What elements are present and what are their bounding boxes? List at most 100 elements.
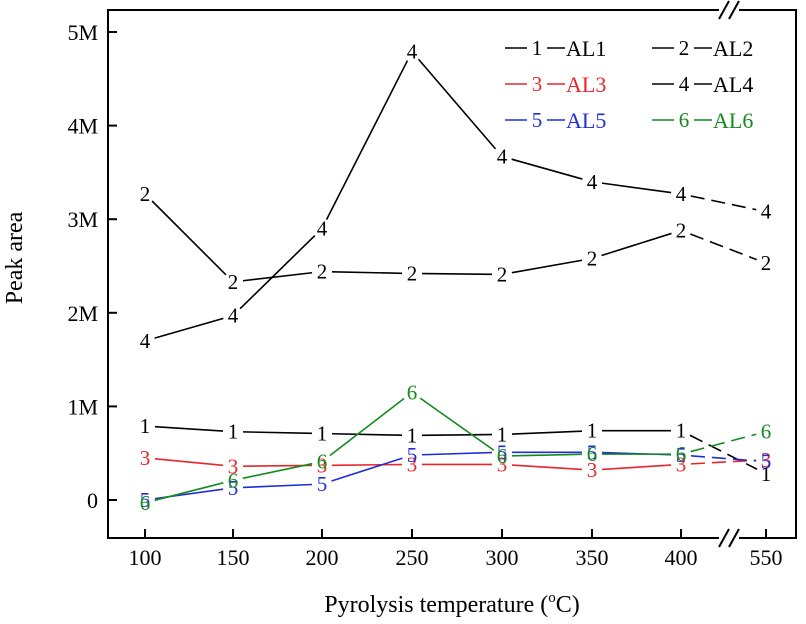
data-point-marker: 2	[497, 262, 508, 286]
axis-break-mark	[718, 0, 730, 20]
series-AL3: 3 3 3 3 3 3 3 3	[140, 446, 772, 482]
data-point-marker: 5	[228, 476, 239, 500]
legend-label: AL3	[566, 72, 606, 97]
data-point-marker: 6	[317, 450, 328, 474]
y-axis-title: Peak area	[2, 211, 28, 304]
data-point-marker: 6	[676, 442, 687, 466]
data-point-marker: 4	[587, 170, 598, 194]
data-point-marker: 2	[140, 182, 151, 206]
series-segment	[689, 434, 758, 470]
data-point-marker: 4	[497, 144, 508, 168]
data-point-marker: 1	[228, 420, 239, 444]
data-point-marker: 2	[317, 260, 328, 284]
series-segment	[421, 272, 493, 276]
series-segment	[151, 200, 227, 276]
series-segment	[242, 462, 313, 480]
data-point-marker: 6	[761, 420, 772, 444]
x-tick-label: 300	[486, 545, 519, 570]
series-segment	[601, 464, 672, 471]
series-segment	[511, 259, 583, 274]
series-segment	[242, 271, 313, 282]
axis-break-mark	[728, 0, 740, 20]
data-point-marker: 3	[761, 448, 772, 472]
series-segment	[601, 182, 672, 194]
legend-marker: 2	[679, 36, 690, 60]
series-segment	[154, 482, 224, 502]
axis-break-gap-top	[719, 6, 739, 14]
data-point-marker: 2	[676, 218, 687, 242]
x-axis-title-superscript: o	[548, 590, 556, 606]
series-segment	[690, 459, 757, 465]
data-point-marker: 5	[140, 488, 151, 512]
data-point-marker: 3	[228, 454, 239, 478]
y-tick-label: 5M	[67, 20, 98, 45]
series-segment	[511, 158, 583, 180]
axis-break-mark	[728, 528, 740, 548]
x-tick-label: 150	[217, 545, 250, 570]
series-segment	[242, 431, 313, 435]
data-point-marker: 1	[497, 422, 508, 446]
x-axis-title-end: C)	[556, 592, 580, 618]
data-point-marker: 4	[761, 200, 772, 224]
y-tick-label: 2M	[67, 301, 98, 326]
legend-item-AL3: 3 AL3	[505, 72, 606, 97]
series-segment	[331, 271, 403, 275]
series-segment	[690, 233, 757, 261]
data-point-marker: 1	[407, 423, 418, 447]
x-tick-label: 550	[750, 545, 783, 570]
legend-marker: 4	[679, 72, 690, 96]
x-tick-label: 400	[665, 545, 698, 570]
x-axis-title: Pyrolysis temperature (oC)	[324, 590, 579, 618]
data-point-marker: 6	[497, 444, 508, 468]
series-segment	[419, 397, 495, 451]
y-tick-label: 0	[87, 488, 98, 513]
series-AL1: 1 1 1 1 1 1 1 1	[140, 414, 772, 486]
legend-label: AL2	[713, 36, 753, 61]
data-point-marker: 4	[140, 329, 151, 353]
y-tick-label: 4M	[67, 114, 98, 139]
data-point-marker: 2	[761, 251, 772, 275]
series-segment	[690, 195, 757, 211]
data-point-marker: 3	[407, 452, 418, 476]
data-point-marker: 2	[228, 270, 239, 294]
data-point-marker: 5	[587, 440, 598, 464]
data-point-marker: 3	[317, 453, 328, 477]
series-segment	[601, 232, 672, 257]
series-segment	[331, 457, 403, 482]
legend-marker: 6	[679, 108, 690, 132]
data-point-marker: 1	[140, 414, 151, 438]
series-segment	[511, 453, 583, 457]
data-point-marker: 4	[676, 182, 687, 206]
data-point-marker: 4	[317, 217, 328, 241]
axis-break-gap-bottom	[719, 534, 739, 542]
data-point-marker: 1	[587, 419, 598, 443]
series-segment	[331, 432, 403, 437]
data-point-marker: 2	[587, 247, 598, 271]
data-point-marker: 5	[317, 472, 328, 496]
data-point-marker: 3	[587, 458, 598, 482]
series-segment	[421, 451, 493, 456]
data-point-marker: 3	[140, 446, 151, 470]
legend-item-AL5: 5 AL5	[505, 108, 606, 133]
axis-break-mark	[718, 528, 730, 548]
series-AL4: 4 4 4 4 4 4 4 4	[140, 40, 772, 353]
data-point-marker: 5	[761, 450, 772, 474]
data-point-marker: 5	[676, 443, 687, 467]
data-point-marker: 5	[407, 443, 418, 467]
series-segment	[154, 458, 224, 467]
data-point-marker: 6	[587, 442, 598, 466]
data-point-marker: 3	[497, 452, 508, 476]
data-point-marker: 4	[407, 40, 418, 64]
series-segment	[154, 317, 224, 339]
data-point-marker: 6	[140, 491, 151, 515]
legend-marker: 3	[532, 72, 543, 96]
legend-marker: 5	[532, 108, 543, 132]
data-point-marker: 4	[228, 304, 239, 328]
legend-item-AL1: 1 AL1	[505, 36, 606, 61]
legend-label: AL5	[566, 108, 606, 133]
series-AL6: 6 6 6 6 6 6 6 6	[140, 380, 772, 514]
x-tick-label: 100	[129, 545, 162, 570]
data-point-marker: 6	[407, 380, 418, 404]
